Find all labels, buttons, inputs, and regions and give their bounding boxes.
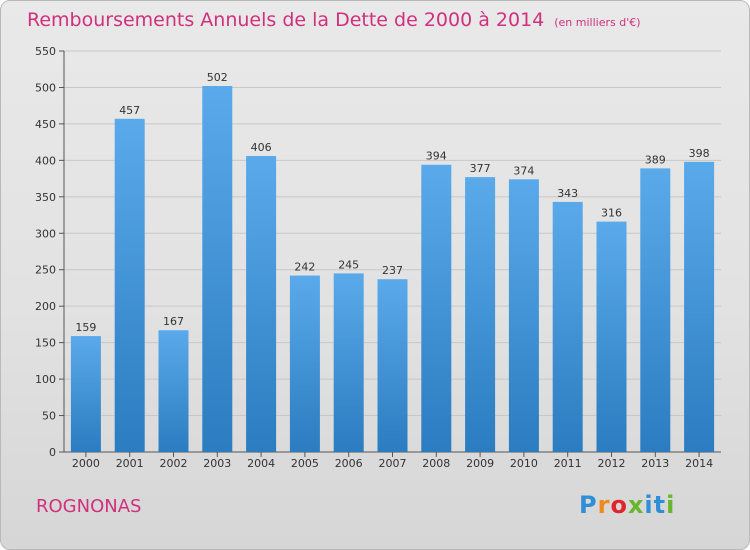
x-tick-label: 2010: [510, 457, 538, 470]
logo-letter: r: [597, 491, 611, 519]
x-tick-label: 2003: [203, 457, 231, 470]
data-labels: 159 457 167 502 406 242 245 237 394 377 374 343 316 3…: [75, 71, 709, 334]
bar: [596, 221, 627, 452]
bar: [465, 177, 496, 452]
x-tick-label: 2009: [466, 457, 494, 470]
x-tick-label: 2011: [554, 457, 582, 470]
bar: [158, 330, 189, 452]
x-tick-label: 2014: [685, 457, 713, 470]
bar: [114, 118, 145, 453]
y-tick-label: 300: [35, 227, 56, 240]
bar: [70, 336, 101, 452]
data-label: 394: [426, 150, 447, 163]
x-tick-label: 2000: [72, 457, 100, 470]
y-tick-label: 400: [35, 154, 56, 167]
data-label: 406: [251, 141, 272, 154]
data-label: 457: [119, 104, 140, 117]
data-label: 237: [382, 264, 403, 277]
data-label: 377: [470, 162, 491, 175]
data-label: 242: [294, 261, 315, 274]
x-tick-label: 2012: [598, 457, 626, 470]
y-tick-label: 500: [35, 81, 56, 94]
bar: [333, 273, 364, 452]
bar: [684, 161, 715, 452]
x-tick-label: 2002: [160, 457, 188, 470]
data-label: 398: [689, 147, 710, 160]
x-tick-label: 2008: [422, 457, 450, 470]
y-tick-label: 150: [35, 337, 56, 350]
x-tick-label: 2004: [247, 457, 275, 470]
proxiti-logo: Proxiti: [579, 491, 675, 519]
x-tick-label: 2007: [379, 457, 407, 470]
logo-letter: i: [666, 491, 676, 519]
y-tick-label: 550: [35, 45, 56, 58]
y-tick-label: 100: [35, 373, 56, 386]
y-tick-label: 350: [35, 191, 56, 204]
chart-title-unit: (en milliers d'€): [554, 16, 641, 29]
x-tick-label: 2013: [641, 457, 669, 470]
x-tick-label: 2006: [335, 457, 363, 470]
bar: [552, 201, 583, 452]
bar: [421, 164, 452, 453]
logo-letter: x: [627, 491, 645, 519]
data-label: 159: [75, 321, 96, 334]
logo-letter: P: [579, 491, 598, 519]
y-tick-label: 0: [49, 446, 56, 459]
bar: [377, 279, 408, 452]
logo-letter: o: [610, 491, 628, 519]
bar: [640, 168, 671, 452]
data-label: 343: [557, 187, 578, 200]
x-tick-label: 2001: [116, 457, 144, 470]
y-tick-label: 200: [35, 300, 56, 313]
bars: [70, 85, 715, 453]
chart-title-main: Remboursements Annuels de la Dette de 20…: [27, 9, 545, 31]
y-tick-label: 50: [42, 410, 56, 423]
bar: [289, 275, 320, 452]
data-label: 374: [513, 164, 534, 177]
data-label: 502: [207, 71, 228, 84]
y-tick-label: 250: [35, 264, 56, 277]
data-label: 316: [601, 207, 622, 220]
chart-title: Remboursements Annuels de la Dette de 20…: [27, 9, 641, 31]
data-label: 167: [163, 315, 184, 328]
x-tick-label: 2005: [291, 457, 319, 470]
logo-letter: t: [653, 491, 667, 519]
bar: [202, 85, 233, 452]
logo-letter: i: [644, 491, 654, 519]
y-tick-label: 450: [35, 118, 56, 131]
data-label: 389: [645, 153, 666, 166]
bar: [246, 155, 277, 453]
bar: [508, 179, 539, 452]
city-name: ROGNONAS: [36, 496, 142, 517]
data-label: 245: [338, 258, 359, 271]
